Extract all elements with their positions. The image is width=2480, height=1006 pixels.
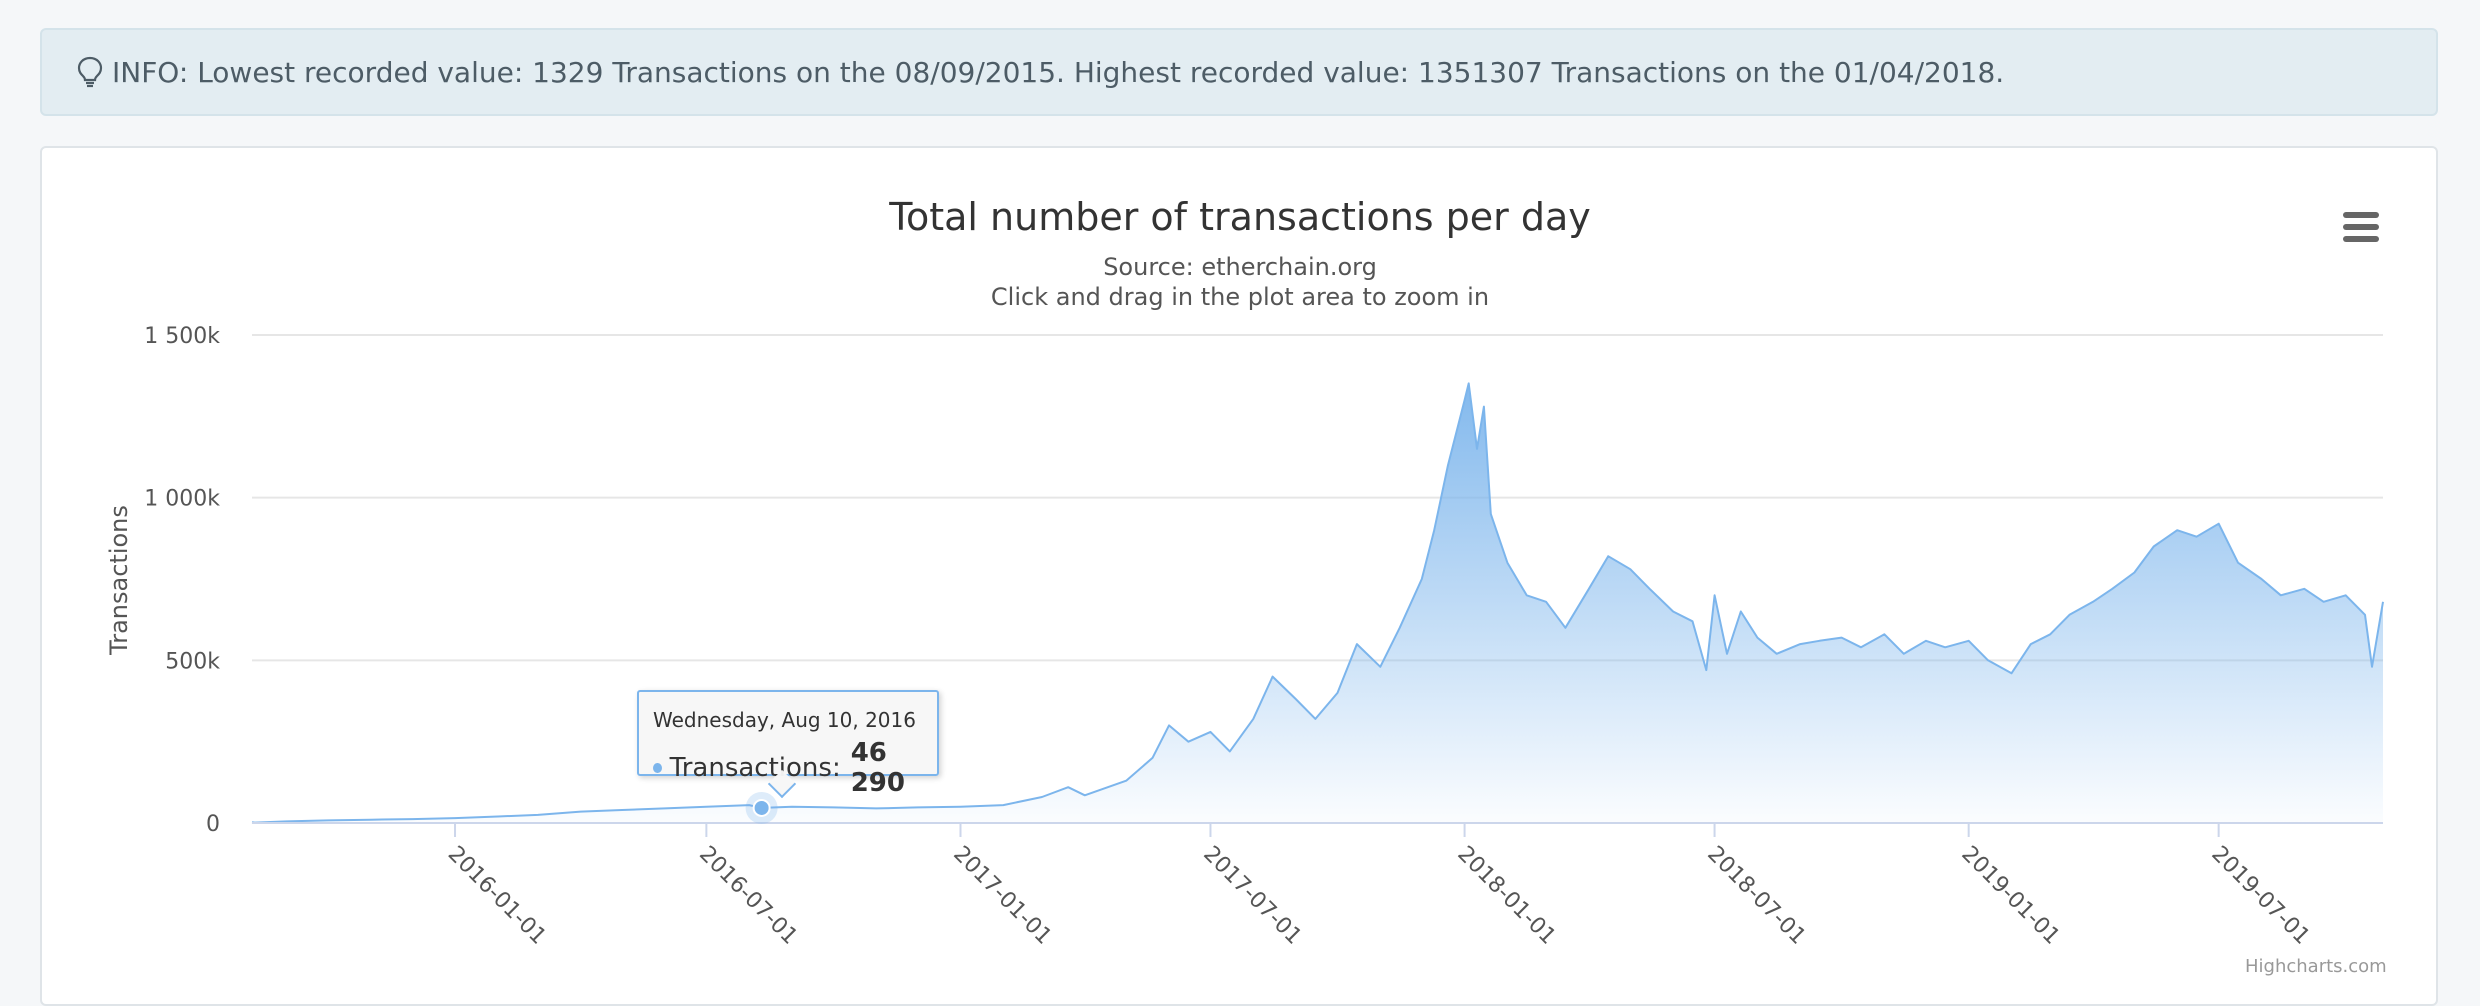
x-tick-label: 2018-07-01 xyxy=(1702,842,1810,950)
chart-subtitle-line-2: Click and drag in the plot area to zoom … xyxy=(991,283,1489,311)
y-axis-label: Transactions xyxy=(105,505,133,656)
series-marker-dot xyxy=(653,763,662,773)
info-alert: INFO: Lowest recorded value: 1329 Transa… xyxy=(40,28,2438,116)
data-tooltip: Wednesday, Aug 10, 2016 Transactions: 46… xyxy=(637,690,939,798)
info-text: INFO: Lowest recorded value: 1329 Transa… xyxy=(112,55,2005,89)
chart-menu-button[interactable] xyxy=(2343,212,2379,242)
chart-subtitle-line-1: Source: etherchain.org xyxy=(1103,253,1377,281)
tooltip-date: Wednesday, Aug 10, 2016 xyxy=(653,708,916,732)
chart-card xyxy=(40,146,2438,1006)
tooltip-value: 46 290 xyxy=(850,738,905,798)
tooltip-row: Transactions: 46 290 xyxy=(653,738,937,798)
credits-link[interactable]: Highcharts.com xyxy=(2245,956,2387,977)
y-tick-label: 0 xyxy=(206,812,220,837)
x-tick-label: 2017-07-01 xyxy=(1198,842,1306,950)
highlighted-data-point[interactable] xyxy=(752,798,771,817)
series-area-fill xyxy=(252,383,2383,823)
hamburger-menu-icon-bar xyxy=(2343,236,2379,242)
lightbulb-icon xyxy=(77,56,103,88)
chart-title: Total number of transactions per day xyxy=(888,195,1591,239)
y-tick-label: 500k xyxy=(165,649,220,674)
y-tick-label: 1 000k xyxy=(144,487,220,512)
x-tick-label: 2017-01-01 xyxy=(948,842,1056,950)
tooltip-series-label: Transactions: xyxy=(669,753,841,783)
x-tick-label: 2018-01-01 xyxy=(1452,842,1560,950)
hamburger-menu-icon-bar xyxy=(2343,224,2379,230)
x-tick-label: 2019-07-01 xyxy=(2206,842,2314,950)
x-tick-label: 2019-01-01 xyxy=(1956,842,2064,950)
series-line[interactable] xyxy=(251,382,2384,824)
x-tick-label: 2016-07-01 xyxy=(694,842,802,950)
x-tick-label: 2016-01-01 xyxy=(443,842,551,950)
y-tick-label: 1 500k xyxy=(144,324,220,349)
hamburger-menu-icon xyxy=(2343,212,2379,218)
